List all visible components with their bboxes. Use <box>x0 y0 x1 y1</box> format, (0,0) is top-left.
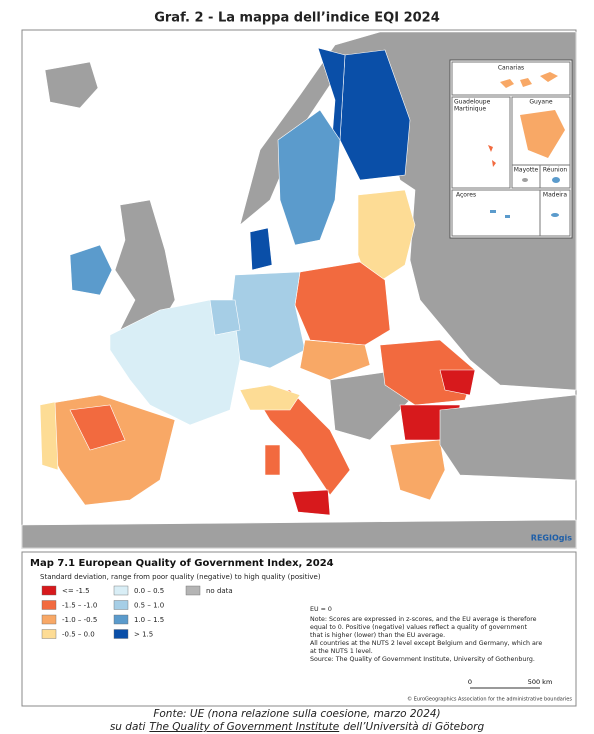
figure: Graf. 2 - La mappa dell’indice EQI 2024 <box>21 11 577 707</box>
scale-label: 0 <box>468 678 472 686</box>
legend-frame <box>21 551 577 707</box>
inset-label: Madeira <box>543 192 567 199</box>
inset-label: Martinique <box>454 106 486 113</box>
legend-label: -0.5 – 0.0 <box>62 631 95 639</box>
legend-label: > 1.5 <box>134 631 153 639</box>
source-link[interactable]: The Quality of Government Institute <box>149 721 340 733</box>
title: Graf. 2 - La mappa dell’indice EQI 2024 <box>154 11 440 26</box>
inset-label: Réunion <box>543 167 568 174</box>
legend-label: -1.5 – -1.0 <box>62 602 97 610</box>
legend-swatch <box>41 614 57 625</box>
source-part: dell’Università di Göteborg <box>343 721 485 733</box>
legend-label: 0.0 – 0.5 <box>134 587 164 595</box>
note: Note: Scores are expressed in z-scores, … <box>310 616 537 639</box>
legend-swatch <box>41 629 57 639</box>
legend-subtitle: Standard deviation, range from poor qual… <box>40 573 321 581</box>
inset-label: Canarias <box>498 65 524 72</box>
source: su dati The Quality of Government Institu… <box>0 721 594 733</box>
legend-label: <= -1.5 <box>62 587 90 595</box>
legend-label: 1.0 – 1.5 <box>134 616 164 624</box>
inset-label: Guyane <box>529 99 552 106</box>
legend-swatch <box>41 600 57 610</box>
legend-swatch <box>113 629 129 639</box>
inset-box <box>451 96 511 189</box>
note: Source: The Quality of Government Instit… <box>310 656 535 663</box>
legend-title: Map 7.1 European Quality of Government I… <box>30 558 334 569</box>
inset-box <box>539 164 571 189</box>
note: All countries at the NUTS 2 level except… <box>310 640 542 655</box>
legend: <= -1.5 -1.5 – -1.0 -1.0 – -0.5 -0.5 – 0.0 0… <box>41 585 233 639</box>
legend-swatch <box>113 585 129 596</box>
source-part: su dati <box>109 721 146 733</box>
legend-label: 0.5 – 1.0 <box>134 602 164 610</box>
legend-swatch <box>113 600 129 610</box>
legend-swatch <box>185 585 201 596</box>
legend-swatch <box>113 614 129 625</box>
legend-label: no data <box>206 587 233 595</box>
note: EU = 0 <box>310 606 332 613</box>
inset-box <box>451 189 541 237</box>
inset-label: Guadeloupe <box>454 99 491 106</box>
notes: EU = 0 Note: Scores are expressed in z-sc… <box>310 606 542 663</box>
brand: REGIOgis <box>531 534 572 543</box>
scale-label: 500 km <box>528 678 553 686</box>
map <box>21 31 577 549</box>
legend-label: -1.0 – -0.5 <box>62 616 97 624</box>
inset-label: Mayotte <box>514 167 539 174</box>
source: Fonte: UE (nona relazione sulla coesione… <box>153 708 441 720</box>
copyright: © EuroGeographics Association for the ad… <box>407 696 572 703</box>
legend-swatch <box>41 585 57 596</box>
insets: Canarias Guadeloupe Martinique Guyane Ma… <box>449 59 573 239</box>
inset-label: Açores <box>456 192 476 199</box>
